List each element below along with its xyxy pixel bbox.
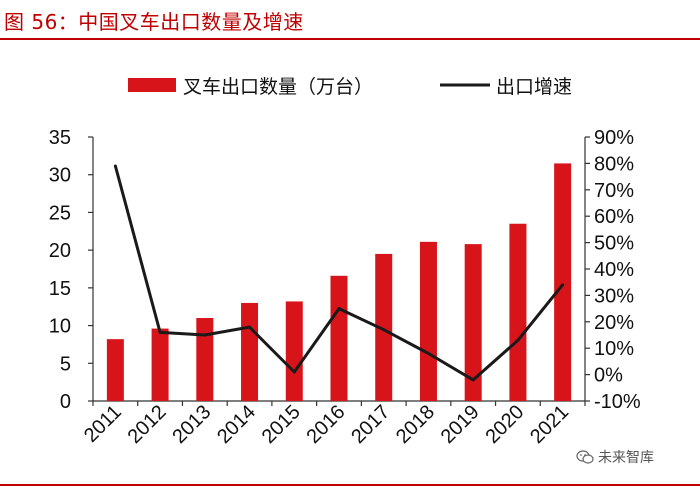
- wechat-icon: [576, 450, 594, 464]
- left-axis-tick-label: 0: [60, 391, 71, 413]
- bar-2012: [151, 328, 169, 401]
- growth-point-2016: [337, 307, 341, 311]
- x-tick-label-2016: 2016: [303, 401, 350, 448]
- x-tick-label-2018: 2018: [392, 401, 439, 448]
- x-tick-label-2017: 2017: [347, 401, 394, 448]
- growth-line-series: [113, 164, 565, 382]
- figure-title: 图 56：中国叉车出口数量及增速: [4, 10, 304, 34]
- growth-point-2015: [292, 370, 296, 374]
- x-tick-labels: 2011201220132014201520162017201820192020…: [80, 401, 573, 448]
- bar-2018: [419, 241, 437, 401]
- bar-2017: [375, 253, 393, 401]
- left-axis-tick-label: 10: [49, 316, 71, 338]
- right-axis-tick-label: 50%: [594, 233, 634, 255]
- legend-line-label: 出口增速: [496, 76, 572, 98]
- x-tick-label-2011: 2011: [80, 401, 126, 447]
- growth-point-2018: [426, 351, 430, 355]
- x-tick-label-2021: 2021: [526, 401, 573, 448]
- bottom-rule: [0, 484, 700, 486]
- left-axis-tick-label: 5: [60, 353, 71, 375]
- right-axis-tick-label: 70%: [594, 180, 634, 202]
- watermark: 未来智库: [576, 447, 654, 467]
- growth-point-2021: [561, 283, 565, 287]
- x-tick-label-2019: 2019: [437, 401, 484, 448]
- right-axis-tick-label: 40%: [594, 259, 634, 281]
- x-tick-label-2013: 2013: [168, 401, 215, 448]
- bar-2011: [106, 339, 124, 401]
- growth-point-2014: [248, 325, 252, 329]
- left-axis-tick-label: 25: [49, 202, 71, 224]
- x-tick-label-2012: 2012: [124, 401, 171, 448]
- right-axis-tick-label: 30%: [594, 285, 634, 307]
- left-axis-tick-label: 20: [49, 240, 71, 262]
- left-axis-tick-label: 35: [49, 127, 71, 149]
- growth-point-2011: [113, 164, 117, 168]
- legend-bar-label: 叉车出口数量（万台）: [183, 76, 373, 98]
- bar-2021: [554, 163, 572, 401]
- right-axis-tick-label: -10%: [594, 391, 641, 413]
- left-axis-tick-label: 15: [49, 278, 71, 300]
- bar-2015: [285, 301, 303, 401]
- right-axis-tick-label: 20%: [594, 312, 634, 334]
- watermark-text: 未来智库: [598, 450, 654, 466]
- legend: 叉车出口数量（万台） 出口增速: [128, 76, 572, 98]
- right-axis-tick-label: 90%: [594, 127, 634, 149]
- right-axis-tick-label: 60%: [594, 206, 634, 228]
- growth-point-2017: [382, 328, 386, 332]
- growth-point-2012: [158, 330, 162, 334]
- bar-series: [106, 163, 572, 401]
- x-tick-label-2015: 2015: [258, 401, 305, 448]
- growth-point-2020: [516, 338, 520, 342]
- right-axis-tick-label: 10%: [594, 338, 634, 360]
- growth-point-2013: [203, 333, 207, 337]
- x-tick-label-2014: 2014: [213, 401, 260, 448]
- bar-2019: [464, 244, 482, 401]
- axes: 0 5 10 15 20 25 30 35 -10% 0% 10% 20% 30% 40% 50% 60% 70…: [49, 127, 641, 413]
- right-axis-tick-label: 80%: [594, 153, 634, 175]
- title-underline: [0, 38, 700, 40]
- bar-2020: [509, 223, 527, 401]
- bar-2014: [241, 302, 259, 401]
- legend-bar-swatch: [128, 78, 176, 92]
- bar-2013: [196, 318, 214, 401]
- x-tick-label-2020: 2020: [481, 401, 528, 448]
- bar-2016: [330, 275, 348, 401]
- growth-point-2019: [471, 378, 475, 382]
- left-axis-tick-label: 30: [49, 165, 71, 187]
- right-axis-tick-label: 0%: [594, 365, 623, 387]
